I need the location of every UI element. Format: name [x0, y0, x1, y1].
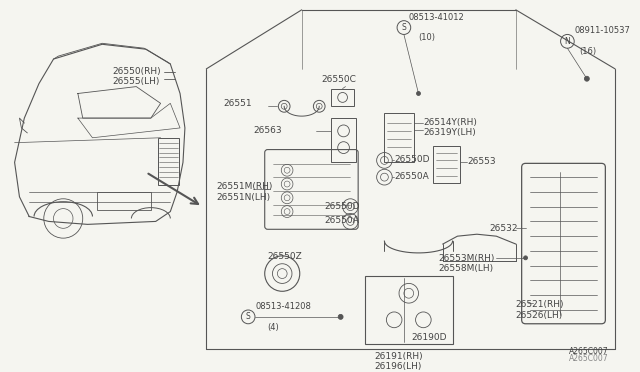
Text: (10): (10) — [419, 33, 435, 42]
Text: S: S — [401, 23, 406, 32]
Text: 26550C: 26550C — [321, 75, 356, 84]
Text: A265C007: A265C007 — [569, 347, 608, 356]
Text: 26551: 26551 — [224, 99, 252, 108]
Circle shape — [338, 314, 343, 319]
Text: 26550D: 26550D — [394, 155, 429, 164]
Text: (16): (16) — [579, 47, 596, 56]
Text: 26526(LH): 26526(LH) — [516, 311, 563, 320]
Text: 26551M(RH): 26551M(RH) — [216, 182, 273, 191]
Text: 26563: 26563 — [253, 126, 282, 135]
Text: N: N — [564, 37, 570, 46]
Text: 26191(RH): 26191(RH) — [374, 352, 423, 361]
Text: 26550A: 26550A — [394, 172, 429, 181]
Circle shape — [524, 256, 527, 260]
Text: 08513-41208: 08513-41208 — [256, 302, 312, 311]
Text: 26555(LH): 26555(LH) — [112, 77, 159, 86]
Text: 26196(LH): 26196(LH) — [374, 362, 422, 371]
Text: 26550D: 26550D — [324, 202, 360, 211]
Text: A265C007: A265C007 — [569, 354, 608, 363]
Text: 26190D: 26190D — [412, 333, 447, 341]
Text: 26551N(LH): 26551N(LH) — [216, 193, 270, 202]
Text: S: S — [246, 312, 250, 321]
Text: 26553M(RH): 26553M(RH) — [438, 254, 494, 263]
Text: 26558M(LH): 26558M(LH) — [438, 264, 493, 273]
Text: 26550Z: 26550Z — [268, 252, 302, 261]
Circle shape — [417, 92, 420, 96]
Text: 08513-41012: 08513-41012 — [409, 13, 465, 22]
Text: 26521(RH): 26521(RH) — [516, 300, 564, 309]
Text: (4): (4) — [268, 323, 280, 332]
Circle shape — [584, 76, 589, 81]
Text: 26514Y(RH): 26514Y(RH) — [424, 118, 477, 127]
Text: 26553: 26553 — [467, 157, 496, 166]
Text: 26319Y(LH): 26319Y(LH) — [424, 128, 476, 137]
Text: 26550(RH): 26550(RH) — [112, 67, 161, 76]
Text: 26550A: 26550A — [324, 217, 359, 225]
Text: 08911-10537: 08911-10537 — [574, 26, 630, 35]
Text: 26532: 26532 — [490, 224, 518, 233]
